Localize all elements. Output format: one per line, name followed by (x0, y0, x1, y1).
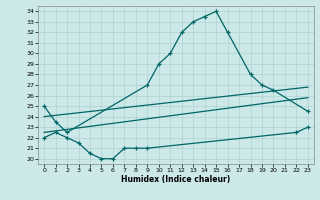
X-axis label: Humidex (Indice chaleur): Humidex (Indice chaleur) (121, 175, 231, 184)
